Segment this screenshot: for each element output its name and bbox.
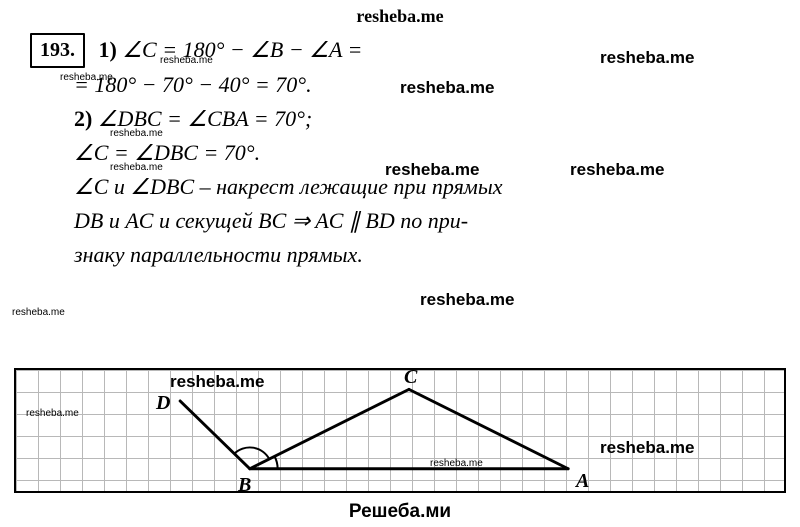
line-3-text: ∠DBC = ∠CBA = 70°; — [98, 106, 312, 131]
line-5: ∠C и ∠DBC – накрест лежащие при прямых — [30, 170, 770, 204]
label-a: A — [576, 470, 589, 493]
solution-body: 193. 1) ∠C = 180° − ∠B − ∠A = = 180° − 7… — [0, 27, 800, 273]
line-7: знаку параллельности прямых. — [30, 238, 770, 272]
line-1: 193. 1) ∠C = 180° − ∠B − ∠A = — [30, 33, 770, 68]
part-2-marker: 2) — [74, 106, 92, 131]
line-3: 2) ∠DBC = ∠CBA = 70°; — [30, 102, 770, 136]
watermark: resheba.me — [420, 290, 515, 310]
label-c: C — [404, 366, 417, 389]
diagram-grid: A B C D — [14, 368, 786, 493]
site-header: resheba.me — [0, 0, 800, 27]
triangle-diagram — [16, 370, 784, 491]
line-2: = 180° − 70° − 40° = 70°. — [30, 68, 770, 102]
label-b: B — [238, 474, 251, 497]
label-d: D — [156, 392, 170, 415]
watermark: resheba.me — [12, 307, 65, 318]
problem-number: 193. — [30, 33, 85, 68]
site-footer: Решеба.ми — [0, 501, 800, 523]
line-6: DB и AC и секущей BC ⇒ AC ∥ BD по при- — [30, 204, 770, 238]
part-1-marker: 1) — [99, 37, 117, 62]
line-4: ∠C = ∠DBC = 70°. — [30, 136, 770, 170]
line-1-text: ∠C = 180° − ∠B − ∠A = — [122, 37, 362, 62]
